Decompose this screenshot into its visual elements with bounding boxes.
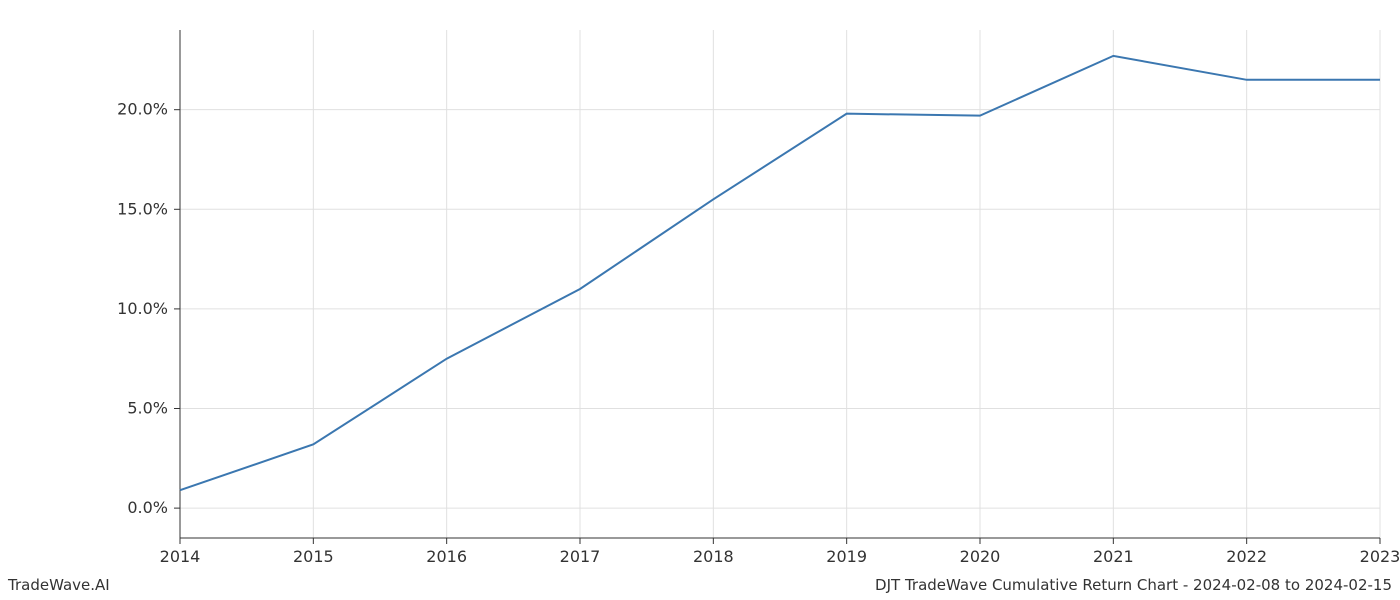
x-tick-label: 2023: [1360, 547, 1400, 566]
chart-container: 0.0% 5.0% 10.0% 15.0% 20.0% 2014 2015 2016 2017 2…: [0, 0, 1400, 600]
y-tick-label: 20.0%: [117, 100, 168, 119]
chart-bg: [0, 0, 1400, 600]
y-tick-label: 15.0%: [117, 199, 168, 218]
x-tick-label: 2019: [826, 547, 867, 566]
caption-right: DJT TradeWave Cumulative Return Chart - …: [875, 576, 1392, 594]
y-tick-label: 10.0%: [117, 299, 168, 318]
x-tick-label: 2016: [426, 547, 467, 566]
x-tick-label: 2020: [960, 547, 1001, 566]
x-tick-label: 2015: [293, 547, 334, 566]
y-tick-label: 5.0%: [127, 399, 168, 418]
x-tick-label: 2017: [560, 547, 601, 566]
y-tick-label: 0.0%: [127, 498, 168, 517]
x-tick-label: 2022: [1226, 547, 1267, 566]
x-tick-label: 2018: [693, 547, 734, 566]
x-tick-label: 2021: [1093, 547, 1134, 566]
x-tick-label: 2014: [160, 547, 201, 566]
line-chart-svg: 0.0% 5.0% 10.0% 15.0% 20.0% 2014 2015 2016 2017 2…: [0, 0, 1400, 600]
watermark-left: TradeWave.AI: [8, 576, 110, 594]
